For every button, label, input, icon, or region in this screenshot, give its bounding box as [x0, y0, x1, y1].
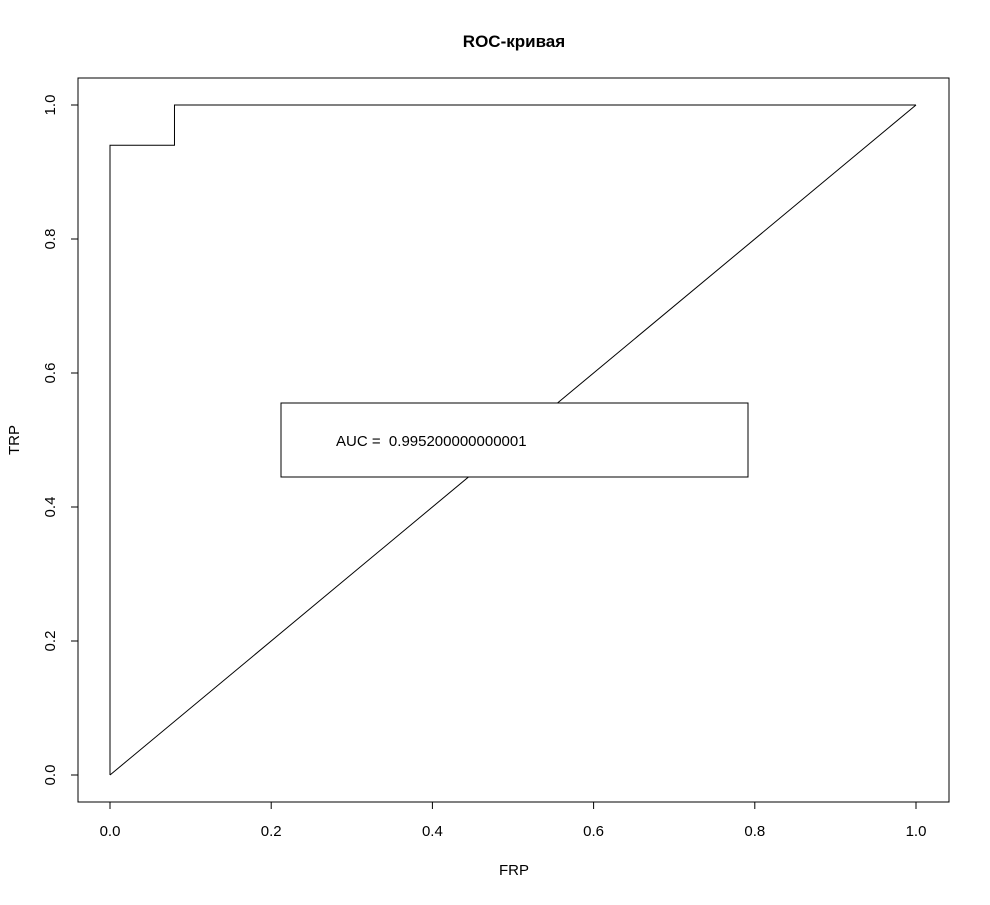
x-tick-label: 0.6	[583, 823, 604, 840]
roc-curve-line	[109, 104, 916, 775]
y-tick-label: 0.0	[42, 765, 59, 786]
x-tick-label: 0.8	[744, 823, 765, 840]
legend-auc-text: AUC = 0.995200000000001	[336, 433, 527, 450]
y-tick-label: 0.4	[42, 497, 59, 518]
legend: AUC = 0.995200000000001	[280, 402, 749, 478]
y-tick-label: 0.2	[42, 631, 59, 652]
y-tick-label: 0.6	[42, 363, 59, 384]
x-tick-label: 0.4	[422, 823, 443, 840]
chart-title: ROC-кривая	[463, 32, 565, 51]
x-axis-label: FRP	[499, 862, 529, 879]
x-tick-label: 0.0	[100, 823, 121, 840]
x-tick-label: 0.2	[261, 823, 282, 840]
x-axis: 0.0 0.2 0.4 0.6 0.8 1.0	[100, 801, 927, 840]
y-tick-label: 1.0	[42, 95, 59, 116]
y-axis: 0.0 0.2 0.4 0.6 0.8 1.0	[42, 95, 79, 786]
legend-box	[280, 402, 749, 478]
x-tick-label: 1.0	[906, 823, 927, 840]
y-axis-label: TRP	[6, 425, 23, 455]
y-tick-label: 0.8	[42, 229, 59, 250]
